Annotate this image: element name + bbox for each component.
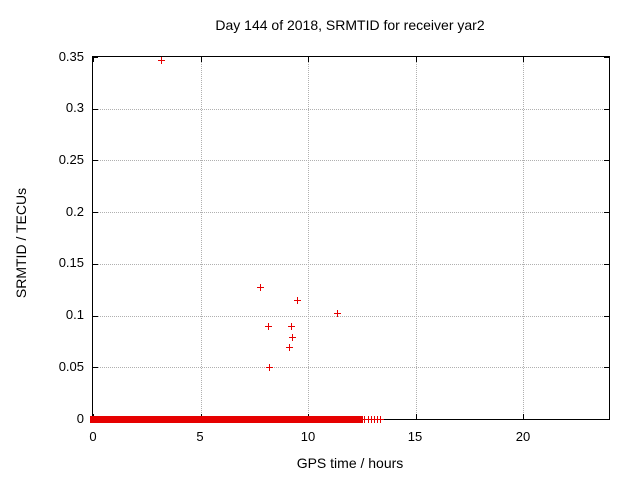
y-tick-label: 0.05	[58, 359, 84, 374]
grid-line-h	[93, 160, 609, 161]
x-axis-tick	[523, 414, 524, 419]
data-point-marker	[334, 310, 341, 317]
band-segment	[202, 416, 251, 423]
y-axis-tick	[93, 160, 98, 161]
x-axis-tick-top	[523, 57, 524, 62]
x-tick-label: 10	[300, 429, 316, 444]
grid-line-h	[93, 109, 609, 110]
x-tick-label: 20	[515, 429, 531, 444]
grid-line-v	[523, 57, 524, 419]
data-point-marker	[266, 364, 273, 371]
grid-line-h	[93, 316, 609, 317]
grid-line-h	[93, 264, 609, 265]
y-axis-tick	[93, 316, 98, 317]
y-axis-tick-right	[604, 316, 609, 317]
y-tick-label: 0	[76, 411, 84, 426]
band-segment	[131, 416, 168, 423]
x-tick-label: 15	[407, 429, 423, 444]
grid-line-v	[416, 57, 417, 419]
data-point-marker	[361, 416, 368, 423]
x-axis-label: GPS time / hours	[296, 455, 404, 471]
data-point-marker	[377, 416, 384, 423]
data-point-marker	[257, 284, 264, 291]
band-segment	[275, 416, 286, 423]
y-axis-tick	[93, 212, 98, 213]
band-segment	[110, 416, 119, 423]
y-axis-tick-right	[604, 264, 609, 265]
y-axis-tick-right	[604, 367, 609, 368]
x-axis-tick	[416, 414, 417, 419]
y-tick-label: 0.2	[65, 204, 84, 219]
band-segment	[115, 416, 135, 423]
y-tick-label: 0.15	[58, 255, 84, 270]
band-segment	[182, 416, 207, 423]
band-segment	[263, 416, 274, 423]
chart-title: Day 144 of 2018, SRMTID for receiver yar…	[215, 17, 485, 33]
grid-line-v	[308, 57, 309, 419]
band-segment	[246, 416, 262, 423]
y-axis-tick	[93, 57, 98, 58]
data-point-marker	[158, 57, 165, 64]
data-point-marker	[289, 334, 296, 341]
y-tick-label: 0.35	[58, 49, 84, 64]
y-axis-tick	[93, 367, 98, 368]
x-axis-tick-top	[93, 57, 94, 62]
grid-line-h	[93, 367, 609, 368]
band-segment	[269, 416, 280, 423]
data-point-marker	[288, 323, 295, 330]
y-tick-label: 0.1	[65, 307, 84, 322]
y-axis-tick	[93, 109, 98, 110]
y-axis-tick	[93, 264, 98, 265]
band-segment	[174, 416, 184, 423]
x-axis-tick-top	[416, 57, 417, 62]
band-segment	[257, 416, 268, 423]
grid-line-h	[93, 212, 609, 213]
y-axis-tick-right	[604, 212, 609, 213]
x-tick-label: 5	[196, 429, 204, 444]
y-axis-tick-right	[604, 419, 609, 420]
y-axis-label: SRMTID / TECUs	[13, 187, 29, 299]
y-axis-tick-right	[604, 109, 609, 110]
plot-area	[90, 56, 610, 423]
data-point-marker	[294, 297, 301, 304]
band-segment	[281, 416, 314, 423]
y-axis-tick-right	[604, 160, 609, 161]
x-axis-tick-top	[308, 57, 309, 62]
y-tick-label: 0.25	[58, 152, 84, 167]
band-segment	[90, 416, 109, 423]
data-point-marker	[265, 323, 272, 330]
x-axis-tick-top	[201, 57, 202, 62]
grid-line-v	[201, 57, 202, 419]
y-tick-label: 0.3	[65, 100, 84, 115]
y-axis-tick-right	[604, 57, 609, 58]
band-segment	[314, 416, 363, 423]
band-segment	[164, 416, 179, 423]
x-tick-label: 0	[89, 429, 97, 444]
data-point-marker	[286, 344, 293, 351]
